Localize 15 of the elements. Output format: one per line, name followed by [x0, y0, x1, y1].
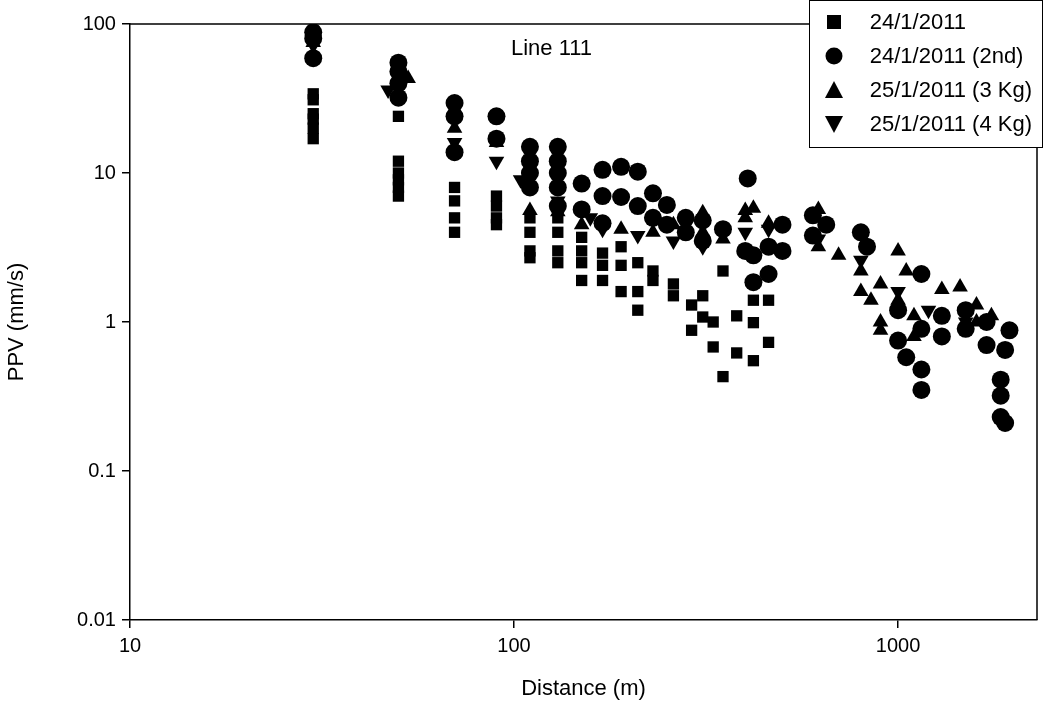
annotation: Line 111	[510, 35, 593, 61]
x-axis-title: Distance (m)	[521, 674, 646, 700]
y-tick-label: 100	[82, 11, 116, 34]
y-axis-title: PPV (mm/s)	[3, 262, 29, 382]
legend-label: 24/1/2011	[869, 8, 966, 36]
y-tick-label: 0.01	[77, 607, 116, 630]
legend-label: 24/1/2011 (2nd)	[869, 42, 1024, 70]
legend-label: 25/1/2011 (4 Kg)	[869, 110, 1032, 138]
x-tick-label: 1000	[875, 633, 921, 656]
y-tick-label: 10	[93, 160, 116, 183]
x-tick-label: 10	[118, 633, 142, 656]
x-tick-label: 100	[497, 633, 531, 656]
y-tick-label: 0.1	[88, 458, 116, 481]
legend-label: 25/1/2011 (3 Kg)	[869, 76, 1032, 104]
y-tick-label: 1	[104, 309, 116, 332]
